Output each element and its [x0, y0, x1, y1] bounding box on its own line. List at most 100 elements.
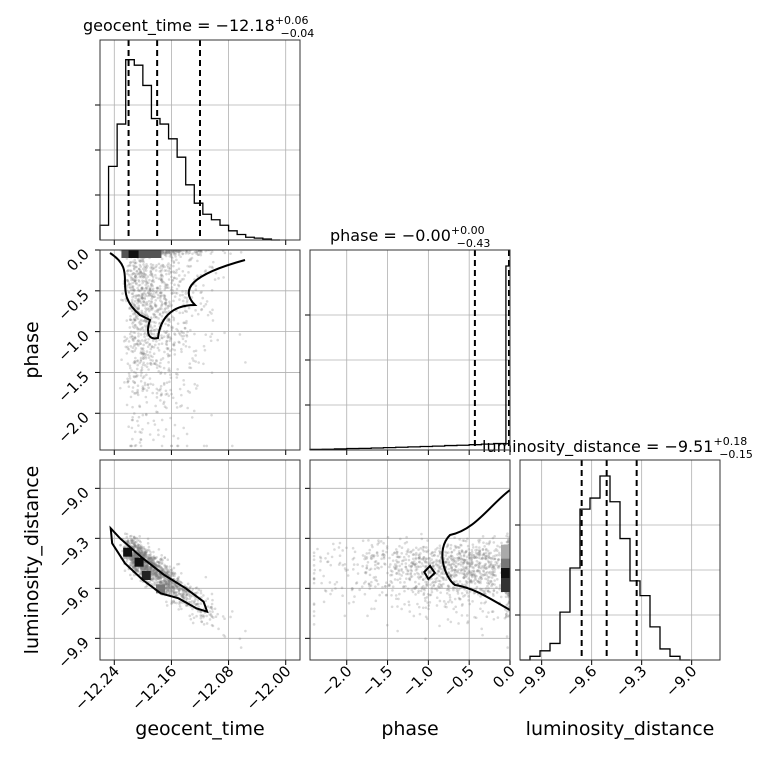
- sample-point: [182, 250, 186, 253]
- sample-point: [167, 581, 170, 584]
- sample-point: [480, 573, 483, 576]
- sample-point: [470, 548, 474, 552]
- sample-point: [145, 567, 148, 570]
- sample-point: [149, 566, 153, 569]
- x-tick-label: −12.24: [71, 662, 123, 714]
- sample-point: [464, 550, 468, 554]
- sample-point: [193, 332, 196, 336]
- sample-point: [425, 617, 429, 620]
- sample-point: [179, 587, 182, 590]
- sample-point: [182, 334, 186, 338]
- sample-point: [146, 353, 150, 357]
- sample-point: [170, 600, 174, 603]
- sample-point: [506, 540, 509, 544]
- sample-point: [128, 285, 131, 289]
- sample-point: [134, 279, 137, 282]
- sample-point: [470, 569, 474, 573]
- sample-point: [132, 288, 136, 291]
- sample-point: [190, 256, 194, 260]
- sample-point: [149, 565, 153, 569]
- sample-point: [417, 565, 421, 569]
- sample-point: [135, 306, 138, 309]
- sample-point: [148, 549, 151, 552]
- sample-point: [136, 547, 140, 550]
- sample-point: [167, 324, 170, 327]
- sample-point: [405, 572, 408, 576]
- sample-point: [374, 585, 377, 588]
- sample-point: [146, 315, 150, 318]
- sample-point: [163, 295, 166, 298]
- sample-point: [360, 585, 364, 588]
- sample-point: [137, 321, 141, 324]
- y-tick-label: −1.5: [54, 368, 92, 406]
- sample-point: [196, 259, 199, 263]
- sample-point: [136, 317, 140, 321]
- sample-point: [477, 569, 480, 573]
- sample-point: [200, 620, 204, 624]
- sample-point: [132, 561, 136, 564]
- sample-point: [144, 265, 147, 268]
- sample-point: [148, 377, 152, 380]
- sample-point: [200, 614, 203, 618]
- sample-point: [239, 251, 243, 254]
- sample-point: [473, 615, 476, 619]
- sample-point: [195, 387, 198, 390]
- sample-point: [494, 554, 497, 557]
- sample-point: [433, 581, 437, 584]
- sample-point: [487, 556, 491, 559]
- sample-point: [133, 444, 137, 448]
- sample-point: [130, 298, 134, 302]
- sample-point: [130, 539, 134, 543]
- sample-point: [465, 574, 469, 577]
- sample-point: [329, 592, 332, 596]
- sample-point: [410, 561, 413, 565]
- sample-point: [173, 583, 176, 586]
- sample-point: [398, 592, 401, 596]
- sample-point: [162, 435, 166, 438]
- sample-point: [389, 573, 392, 577]
- sample-point: [478, 551, 482, 554]
- sample-point: [141, 352, 145, 356]
- sample-point: [129, 318, 132, 322]
- sample-point: [450, 576, 453, 580]
- sample-point: [483, 601, 486, 605]
- sample-point: [393, 578, 397, 581]
- sample-point: [386, 571, 389, 575]
- sample-point: [133, 319, 137, 322]
- sample-point: [478, 553, 482, 557]
- sample-point: [173, 348, 177, 352]
- sample-point: [153, 583, 157, 587]
- sample-point: [168, 302, 172, 306]
- sample-point: [126, 347, 130, 350]
- sample-point: [131, 281, 134, 285]
- sample-point: [169, 288, 173, 292]
- sample-point: [153, 302, 157, 305]
- sample-point: [151, 278, 155, 282]
- sample-point: [151, 555, 155, 559]
- sample-point: [373, 567, 377, 571]
- sample-point: [326, 560, 329, 564]
- sample-point: [139, 540, 142, 544]
- sample-point: [135, 540, 138, 544]
- sample-point: [161, 250, 165, 254]
- sample-point: [424, 599, 427, 603]
- sample-point: [184, 345, 188, 348]
- sample-point: [128, 326, 132, 329]
- sample-point: [312, 572, 316, 575]
- sample-point: [432, 584, 435, 588]
- sample-point: [424, 557, 428, 561]
- sample-point: [199, 302, 203, 305]
- sample-point: [167, 570, 171, 574]
- sample-point: [141, 259, 144, 263]
- sample-point: [409, 565, 413, 569]
- sample-point: [223, 331, 226, 335]
- sample-point: [369, 567, 373, 571]
- sample-point: [128, 364, 132, 367]
- sample-point: [159, 365, 162, 369]
- sample-point: [361, 554, 365, 557]
- sample-point: [154, 581, 157, 584]
- sample-point: [487, 579, 490, 583]
- sample-point: [186, 592, 189, 596]
- sample-point: [151, 558, 154, 562]
- sample-point: [485, 542, 488, 545]
